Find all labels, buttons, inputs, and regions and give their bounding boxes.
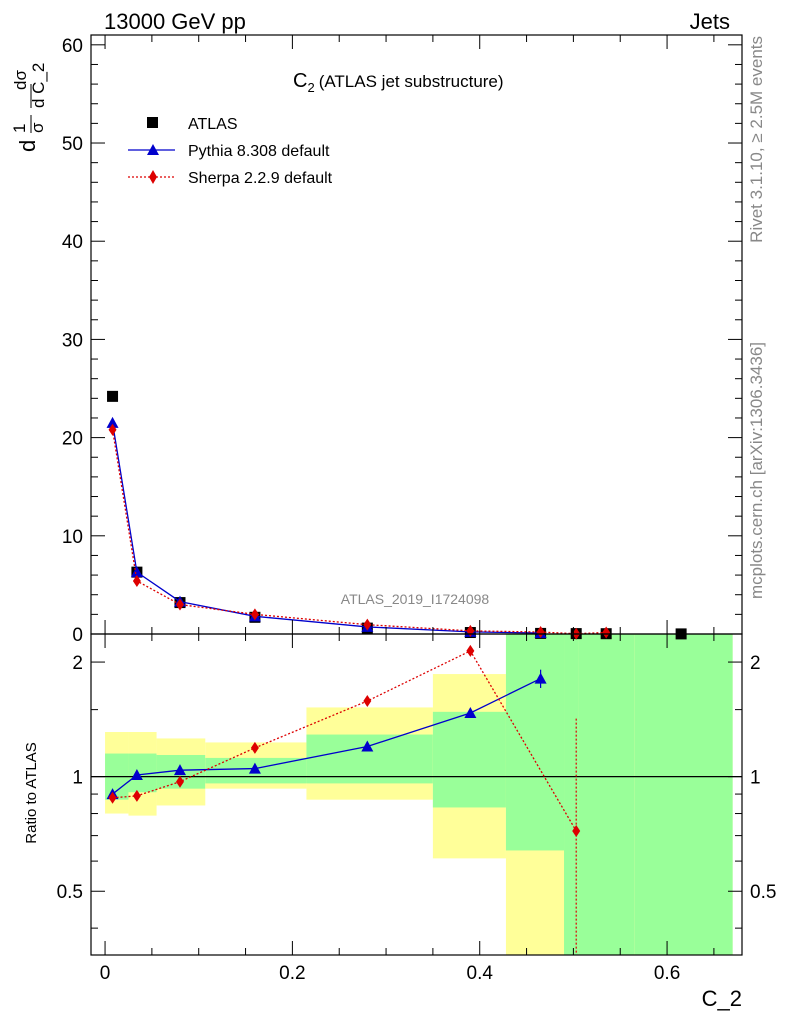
legend-atlas-label: ATLAS <box>188 116 238 133</box>
main-ytick-label-5: 50 <box>62 134 83 155</box>
pythia-ratio-point-3 <box>248 762 261 774</box>
xtick-label-2: 0.4 <box>467 963 494 984</box>
legend: ATLAS Pythia 8.308 default Sherpa 2.2.9 … <box>128 116 333 187</box>
sherpa-point-4 <box>363 618 372 631</box>
sherpa-ratio-point-4 <box>363 695 372 708</box>
ratio-series <box>106 644 581 955</box>
sherpa-ratio-point-1 <box>132 789 141 802</box>
band-green-8 <box>578 634 635 955</box>
ratio-ytick-label-right-1: 1 <box>750 768 761 789</box>
sherpa-point-1 <box>132 574 141 587</box>
energy-label: 13000 GeV pp <box>104 9 246 34</box>
pythia-ratio-point-6 <box>534 672 547 684</box>
axes: 0 10 20 30 40 50 60 0 0.2 0.4 0.6 0.5 0.5 1 1 2 2 <box>57 34 776 984</box>
sherpa-point-6 <box>536 626 545 639</box>
legend-pythia-marker <box>147 144 159 155</box>
rivet-label: Rivet 3.1.10, ≥ 2.5M events <box>747 36 766 243</box>
pythia-point-0 <box>106 416 119 428</box>
sherpa-ratio-point-0 <box>108 791 117 804</box>
main-ylabel: d 1 σ dσ d C_2 <box>10 63 48 152</box>
plot-title: C2 (ATLAS jet substructure) <box>293 70 504 95</box>
title-main: C <box>293 70 307 92</box>
xlabel: C_2 <box>702 986 742 1011</box>
legend-sherpa-marker <box>149 170 157 184</box>
legend-sherpa-label: Sherpa 2.2.9 default <box>188 170 333 187</box>
sherpa-point-0 <box>108 423 117 436</box>
sherpa-ratio-point-2 <box>175 775 184 788</box>
ylabel-one: 1 <box>10 124 29 133</box>
mcplots-label: mcplots.cern.ch [arXiv:1306.3436] <box>747 342 766 599</box>
ratio-ylabel: Ratio to ATLAS <box>23 742 40 843</box>
ratio-bands <box>105 634 733 955</box>
sherpa-point-8 <box>602 626 611 639</box>
sherpa-main-line <box>111 429 607 634</box>
legend-pythia-label: Pythia 8.308 default <box>188 143 330 160</box>
xtick-label-3: 0.6 <box>654 963 680 984</box>
legend-atlas-marker <box>147 117 158 128</box>
ylabel-dc: d C_2 <box>29 63 48 108</box>
band-green-4 <box>306 734 433 784</box>
main-ytick-label-4: 40 <box>62 232 83 253</box>
pythia-ratio-point-4 <box>361 740 374 752</box>
xtick-label-1: 0.2 <box>279 963 305 984</box>
sherpa-point-2 <box>175 598 184 611</box>
ratio-ytick-label-right-0: 0.5 <box>750 882 776 903</box>
sherpa-ratio-point-6 <box>572 824 581 837</box>
band-green-7 <box>564 634 579 955</box>
ylabel-d: d <box>15 140 40 152</box>
main-ytick-label-3: 30 <box>62 330 83 351</box>
band-green-6 <box>505 634 565 851</box>
sherpa-ratio-point-5 <box>466 644 475 657</box>
ylabel-dsigma: dσ <box>11 70 30 90</box>
analysis-id: ATLAS_2019_I1724098 <box>341 591 490 607</box>
ratio-ytick-label-1: 1 <box>72 768 83 789</box>
pythia-point-1 <box>130 566 143 578</box>
ratio-ytick-label-0: 0.5 <box>57 882 83 903</box>
main-ytick-label-1: 10 <box>62 527 83 548</box>
atlas-point-0 <box>107 390 119 402</box>
pythia-ratio-point-1 <box>130 769 143 781</box>
title-sub: 2 <box>307 80 314 95</box>
title-rest: (ATLAS jet substructure) <box>319 72 504 91</box>
pythia-ratio-point-5 <box>464 706 477 718</box>
ylabel-sigma: σ <box>28 122 47 133</box>
main-ytick-label-2: 20 <box>62 429 83 450</box>
ratio-ytick-label-2: 2 <box>72 653 83 674</box>
sherpa-point-3 <box>250 608 259 621</box>
band-green-5 <box>432 711 506 808</box>
process-label: Jets <box>690 9 730 34</box>
band-green-9 <box>634 634 733 955</box>
main-ytick-label-6: 60 <box>62 36 83 57</box>
sherpa-ratio-point-3 <box>250 741 259 754</box>
ratio-ytick-label-right-2: 2 <box>750 653 761 674</box>
xtick-label-0: 0 <box>100 963 111 984</box>
main-ytick-label-0: 0 <box>72 625 83 646</box>
pythia-ratio-point-2 <box>173 764 186 776</box>
